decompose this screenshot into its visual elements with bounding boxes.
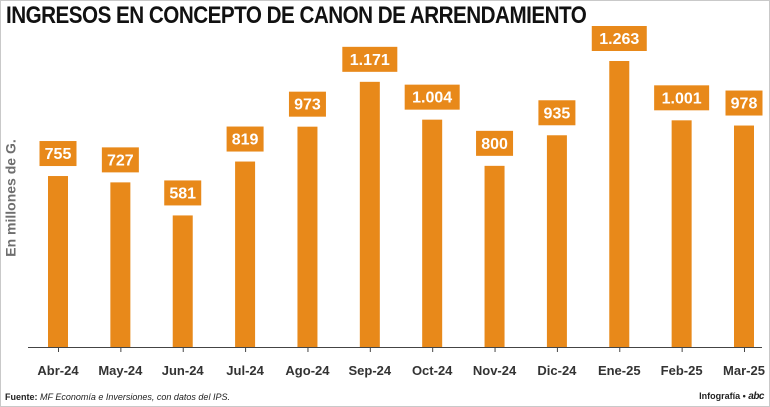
bar [235, 161, 256, 347]
bar [546, 135, 567, 347]
bar [484, 165, 505, 347]
bar [734, 125, 754, 347]
x-tick-label: Ene-25 [598, 363, 641, 378]
data-label-box [39, 141, 77, 167]
data-label-box [226, 126, 264, 152]
x-tick-label: Abr-24 [37, 363, 79, 378]
bar [172, 215, 193, 347]
source-text: MF Economía e Inversiones, con datos del… [40, 392, 230, 402]
data-label: 581 [169, 185, 196, 202]
credit-label: Infografía • [699, 391, 746, 401]
bar [110, 182, 131, 347]
chart-title: INGRESOS EN CONCEPTO DE CANON DE ARRENDA… [6, 2, 587, 29]
bar [48, 176, 68, 347]
x-tick-label: Dic-24 [537, 363, 577, 378]
x-tick-label: Oct-24 [412, 363, 453, 378]
data-label-box [476, 130, 514, 156]
source-label: Fuente: [5, 392, 38, 402]
x-tick-label: Ago-24 [285, 363, 330, 378]
data-label: 1.263 [599, 31, 639, 48]
data-label: 935 [544, 105, 571, 122]
bar [671, 120, 692, 347]
x-tick-label: Feb-25 [661, 363, 703, 378]
x-tick-label: Mar-25 [723, 363, 765, 378]
bar [609, 61, 630, 347]
brand-logo: abc [748, 391, 764, 402]
data-label: 978 [731, 96, 758, 113]
data-label-box [404, 84, 460, 110]
data-label-box [342, 46, 398, 72]
data-label: 1.004 [412, 90, 452, 107]
data-label: 755 [45, 146, 72, 163]
data-label: 727 [107, 152, 134, 169]
data-label-box [654, 85, 710, 111]
x-tick-label: Jun-24 [162, 363, 205, 378]
bar [297, 126, 318, 348]
credit: Infografía • abc [699, 391, 764, 402]
data-label: 800 [481, 136, 508, 153]
data-label-box [164, 180, 202, 206]
data-label: 819 [232, 132, 259, 149]
x-tick-label: Sep-24 [348, 363, 391, 378]
data-label-box [725, 90, 763, 116]
data-label-box [538, 100, 576, 126]
bar [422, 119, 443, 347]
x-tick-label: May-24 [98, 363, 143, 378]
data-label-box [288, 91, 326, 117]
data-label: 1.001 [662, 90, 702, 107]
x-tick-label: Nov-24 [473, 363, 517, 378]
data-label: 1.171 [350, 52, 390, 69]
data-label-box [591, 26, 647, 51]
bar [359, 81, 380, 347]
x-tick-label: Jul-24 [226, 363, 264, 378]
data-label: 973 [294, 97, 321, 114]
data-label-box [101, 147, 139, 173]
source-note: Fuente: MF Economía e Inversiones, con d… [5, 392, 230, 402]
